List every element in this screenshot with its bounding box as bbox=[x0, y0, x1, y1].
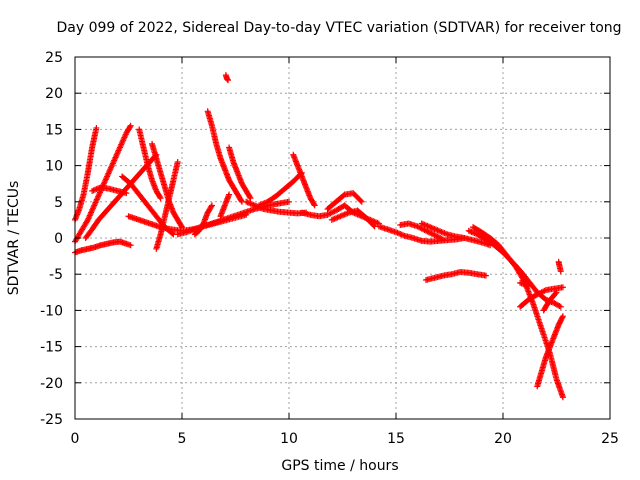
series-arc-32 bbox=[555, 258, 564, 275]
x-tick-label: 5 bbox=[178, 431, 187, 447]
data-point bbox=[559, 394, 566, 401]
y-tick-label: -15 bbox=[40, 340, 63, 356]
data-point bbox=[559, 313, 566, 320]
data-point bbox=[440, 236, 447, 243]
y-tick-label: -10 bbox=[40, 303, 63, 319]
data-point bbox=[557, 268, 564, 275]
data-point bbox=[93, 124, 100, 131]
data-point bbox=[127, 122, 134, 129]
data-point bbox=[208, 202, 215, 209]
series-arc-11 bbox=[174, 198, 292, 238]
series-arc-1 bbox=[72, 238, 134, 256]
data-point bbox=[156, 193, 163, 200]
y-tick-label: 10 bbox=[45, 159, 63, 175]
chart-title: Day 099 of 2022, Sidereal Day-to-day VTE… bbox=[56, 20, 621, 36]
data-point bbox=[553, 289, 560, 296]
data-point bbox=[178, 222, 185, 229]
data-point bbox=[126, 123, 133, 130]
series-arc-22 bbox=[328, 207, 378, 230]
series-arc-15 bbox=[217, 191, 233, 220]
series-arc-25 bbox=[418, 220, 494, 249]
series-arc-33 bbox=[517, 279, 532, 289]
series-arc-16 bbox=[222, 72, 232, 84]
series-arc-7 bbox=[136, 126, 164, 202]
data-point bbox=[238, 197, 245, 204]
data-point bbox=[127, 242, 134, 249]
data-point bbox=[226, 191, 233, 198]
series-arc-30 bbox=[534, 313, 566, 390]
series-arc-5 bbox=[89, 184, 130, 197]
data-point bbox=[157, 195, 164, 202]
data-point bbox=[123, 190, 130, 197]
data-point bbox=[559, 314, 566, 321]
data-point bbox=[286, 198, 292, 205]
data-point bbox=[556, 303, 563, 310]
grid bbox=[75, 57, 610, 419]
data-point bbox=[358, 198, 365, 205]
data-point bbox=[310, 201, 317, 208]
data-point bbox=[225, 77, 232, 84]
data-point bbox=[247, 195, 254, 202]
series-arc-26 bbox=[422, 269, 489, 283]
series-arc-28 bbox=[470, 224, 566, 401]
series-arc-12 bbox=[204, 108, 245, 205]
series-arc-21 bbox=[324, 190, 365, 213]
series-arc-19 bbox=[290, 151, 318, 209]
axis-ticks: 0 5 10 15 20 25 -25 -20 -15 -10 -5 0 5 10 15 20 25 bbox=[40, 50, 619, 447]
series-arc-9 bbox=[153, 158, 181, 252]
series-arc-29 bbox=[517, 284, 566, 310]
x-axis-label: GPS time / hours bbox=[281, 458, 398, 474]
y-tick-label: -5 bbox=[49, 267, 63, 283]
y-tick-label: 15 bbox=[45, 122, 63, 138]
y-tick-label: 5 bbox=[54, 195, 63, 211]
data-point bbox=[357, 197, 364, 204]
data-point bbox=[520, 277, 527, 284]
y-tick-label: 20 bbox=[45, 86, 63, 102]
series-arc-13 bbox=[226, 144, 254, 202]
y-tick-label: 25 bbox=[45, 50, 63, 66]
data-point bbox=[552, 290, 559, 297]
y-tick-label: -25 bbox=[40, 412, 63, 428]
series-arc-4 bbox=[82, 151, 160, 241]
data-point bbox=[482, 272, 489, 279]
data-point bbox=[557, 303, 564, 310]
series-arc-31 bbox=[540, 289, 560, 314]
x-tick-label: 20 bbox=[494, 431, 512, 447]
data-point bbox=[370, 222, 377, 229]
x-tick-label: 25 bbox=[601, 431, 619, 447]
y-tick-label: -20 bbox=[40, 376, 63, 392]
data-point bbox=[174, 158, 181, 165]
data-points bbox=[72, 72, 566, 401]
data-point bbox=[559, 284, 566, 291]
data-point bbox=[525, 282, 532, 289]
x-tick-label: 15 bbox=[387, 431, 405, 447]
y-axis-label: SDTVAR / TECUs bbox=[6, 181, 22, 296]
series-arc-14 bbox=[191, 202, 215, 238]
series-arc-8 bbox=[149, 140, 185, 231]
data-point bbox=[246, 193, 253, 200]
series-arc-3 bbox=[72, 122, 134, 245]
x-tick-label: 0 bbox=[71, 431, 80, 447]
x-tick-label: 10 bbox=[280, 431, 298, 447]
data-point bbox=[208, 203, 215, 210]
y-tick-label: 0 bbox=[54, 231, 63, 247]
data-point bbox=[311, 202, 318, 209]
series-arc-24 bbox=[397, 220, 447, 243]
